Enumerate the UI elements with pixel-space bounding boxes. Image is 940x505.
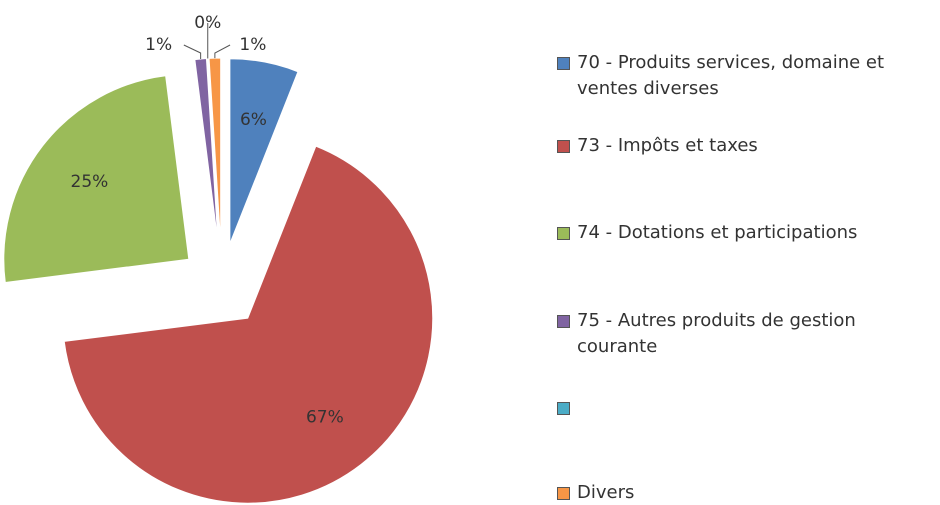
data-label: 1% [145, 35, 172, 55]
pie-slice [63, 145, 434, 504]
legend-swatch [557, 227, 570, 240]
legend-item: 70 - Produits services, domaine et vente… [555, 50, 930, 102]
legend-swatch [557, 487, 570, 500]
leader-line [214, 44, 231, 59]
legend-item: 73 - Impôts et taxes [555, 133, 930, 159]
legend-label: 70 - Produits services, domaine et vente… [577, 52, 885, 99]
pie-slice [3, 75, 190, 284]
legend-item: Divers [555, 480, 930, 505]
legend-swatch [557, 315, 570, 328]
data-label: 67% [306, 408, 344, 428]
legend-label: 75 - Autres produits de gestion courante [577, 310, 856, 357]
data-label: 1% [239, 35, 266, 55]
leader-line [183, 44, 202, 60]
pie-slice [229, 58, 299, 244]
legend-swatch [557, 402, 570, 415]
legend-item: 74 - Dotations et participations [555, 220, 930, 246]
pie-slice [194, 58, 219, 244]
data-label: 0% [194, 13, 221, 33]
legend-swatch [557, 57, 570, 70]
pie-area: 6% 67% 25% 1% 0% 1% [3, 13, 434, 504]
data-label: 6% [240, 110, 267, 130]
legend-label: 73 - Impôts et taxes [577, 135, 758, 156]
data-label: 25% [71, 172, 109, 192]
legend-label: Divers [577, 482, 635, 503]
legend-item: 75 - Autres produits de gestion courante [555, 308, 930, 360]
legend-label: 74 - Dotations et participations [577, 222, 858, 243]
legend-swatch [557, 140, 570, 153]
